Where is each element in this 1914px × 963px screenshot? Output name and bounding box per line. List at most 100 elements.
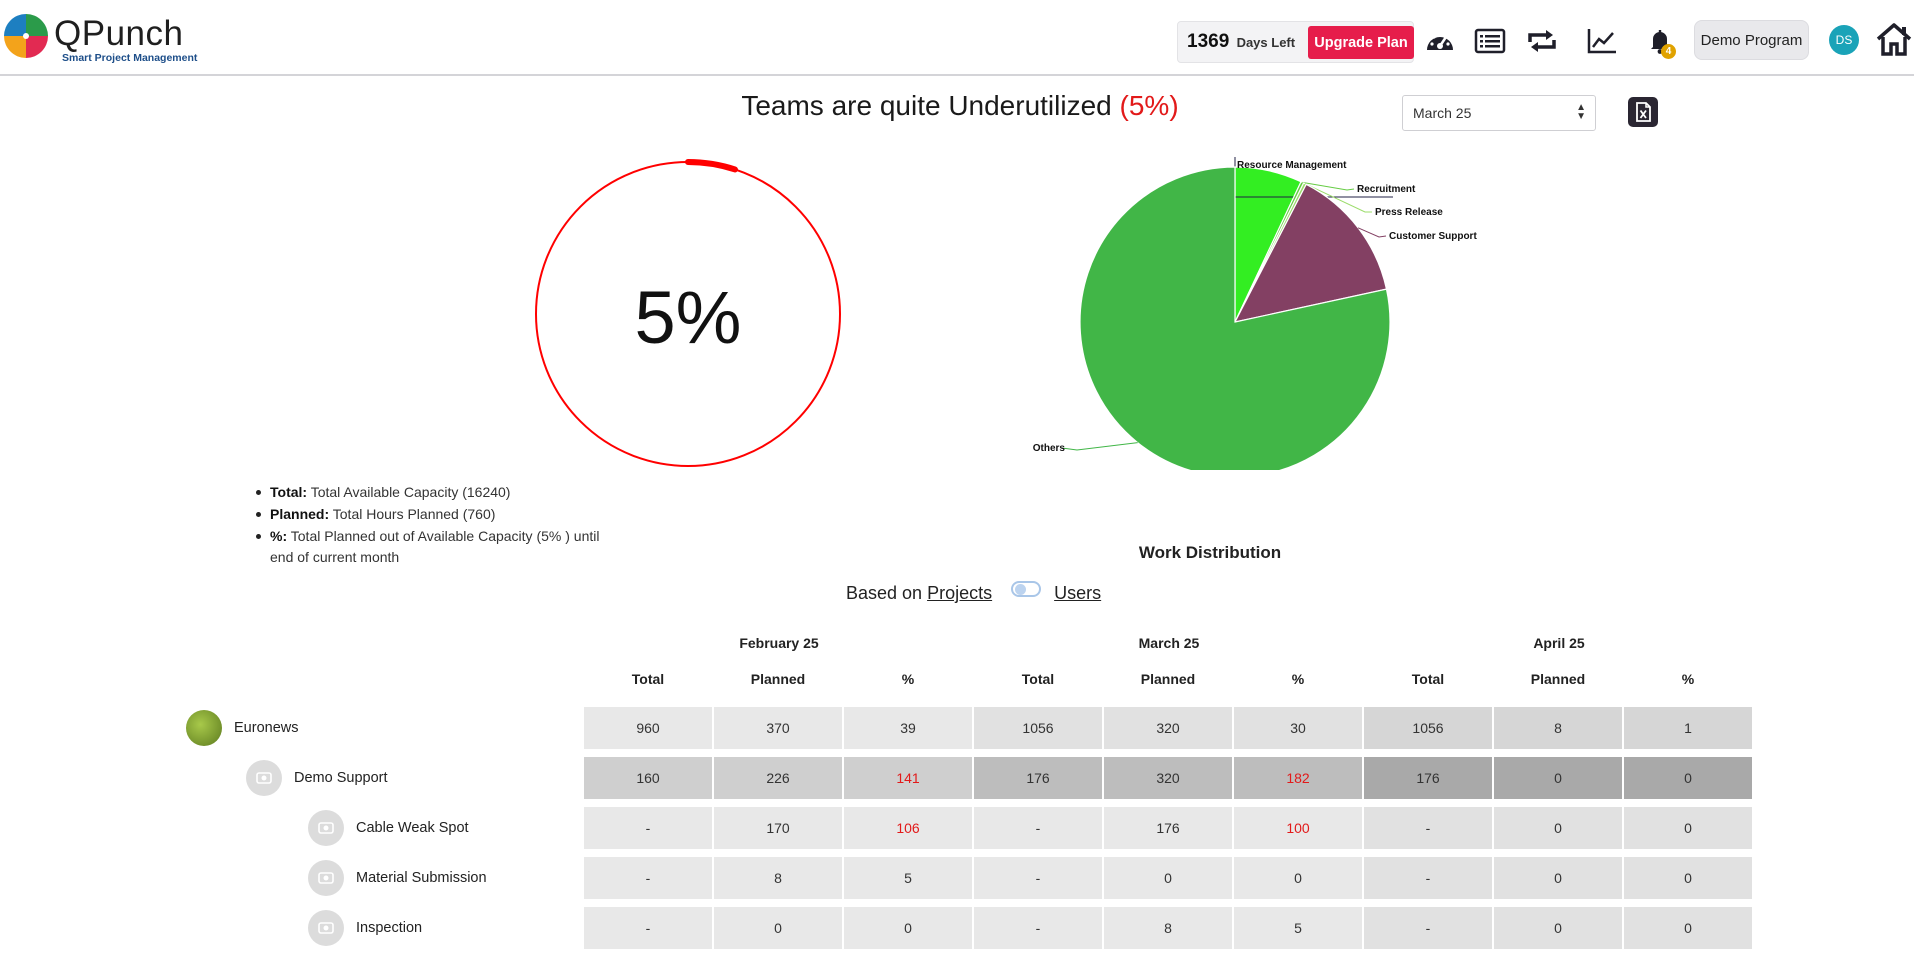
export-excel-button[interactable] <box>1628 97 1658 127</box>
work-distribution-pie-chart: Resource Management Recruitment Press Rele… <box>1033 157 1477 470</box>
dashboard-gauge-icon[interactable] <box>1424 26 1456 56</box>
month-header: April 25 <box>1533 635 1585 651</box>
based-on-toggle: Based on Projects Users <box>846 581 1101 605</box>
home-icon[interactable] <box>1876 22 1912 56</box>
legend-planned: Planned: Total Hours Planned (760) <box>252 504 612 525</box>
program-selector-button[interactable]: Demo Program <box>1694 20 1809 60</box>
pie-slice-others[interactable] <box>1079 166 1391 470</box>
table-cell: 320 <box>1104 707 1232 749</box>
headline-text: Teams are quite Underutilized <box>741 90 1120 121</box>
table-cell: 39 <box>844 707 972 749</box>
table-cell: 1 <box>1624 707 1752 749</box>
table-cell: 0 <box>714 907 842 949</box>
column-header: Planned <box>750 671 806 687</box>
utilization-gauge <box>535 159 841 467</box>
capacity-legend: Total: Total Available Capacity (16240) … <box>252 482 612 569</box>
table-cell: 1056 <box>1364 707 1492 749</box>
list-view-icon[interactable] <box>1474 26 1506 56</box>
legend-percent-text: Total Planned out of Available Capacity … <box>270 528 600 565</box>
top-navigation-bar: QPunch Smart Project Management 1369 Day… <box>0 0 1914 76</box>
table-cell: 0 <box>1494 907 1622 949</box>
legend-percent: %: Total Planned out of Available Capaci… <box>252 526 612 568</box>
table-cell: 30 <box>1234 707 1362 749</box>
table-cell: 176 <box>974 757 1102 799</box>
user-avatar[interactable]: DS <box>1829 25 1859 55</box>
qpunch-logo[interactable]: QPunch Smart Project Management <box>4 14 204 66</box>
table-cell: 320 <box>1104 757 1232 799</box>
notification-count-badge: 4 <box>1661 44 1676 59</box>
table-cell: 0 <box>1234 857 1362 899</box>
table-cell: - <box>584 857 712 899</box>
task-placeholder-icon <box>246 760 282 796</box>
table-cell: 0 <box>1494 857 1622 899</box>
pie-label: Resource Management <box>1237 160 1347 171</box>
month-select-value: March 25 <box>1413 105 1472 121</box>
column-header: % <box>1681 671 1695 687</box>
table-cell: 100 <box>1234 807 1362 849</box>
brand-tagline: Smart Project Management <box>62 52 198 64</box>
legend-total: Total: Total Available Capacity (16240) <box>252 482 612 503</box>
select-arrows-icon: ▲ ▼ <box>1576 102 1586 122</box>
table-cell: - <box>584 807 712 849</box>
table-cell: - <box>584 907 712 949</box>
task-placeholder-icon <box>308 810 344 846</box>
month-header: February 25 <box>739 635 819 651</box>
trial-status: 1369 Days Left Upgrade Plan <box>1177 21 1414 63</box>
pie-leader-line <box>1357 227 1387 238</box>
column-header: Total <box>631 671 665 687</box>
row-label-text: Demo Support <box>294 770 388 786</box>
legend-total-text: Total Available Capacity (16240) <box>310 484 511 500</box>
table-cell: - <box>1364 857 1492 899</box>
pie-label: Others <box>1033 443 1066 454</box>
sync-arrows-icon[interactable] <box>1526 26 1558 56</box>
headline-percent: (5%) <box>1119 90 1179 121</box>
gauge-progress-arc <box>685 159 738 173</box>
table-cell: 0 <box>1104 857 1232 899</box>
pie-chart-title: Work Distribution <box>1138 543 1282 562</box>
table-cell: 170 <box>714 807 842 849</box>
task-placeholder-icon <box>308 910 344 946</box>
table-cell: 8 <box>1104 907 1232 949</box>
table-cell: - <box>974 857 1102 899</box>
table-cell: 370 <box>714 707 842 749</box>
switch-knob <box>1015 584 1027 595</box>
days-left: 1369 Days Left <box>1187 31 1295 53</box>
upgrade-plan-button[interactable]: Upgrade Plan <box>1308 26 1414 59</box>
column-header: % <box>1291 671 1305 687</box>
utilization-headline: Teams are quite Underutilized (5%) <box>640 90 1280 122</box>
month-select[interactable]: March 25 ▲ ▼ <box>1402 95 1596 131</box>
table-cell: 0 <box>1494 807 1622 849</box>
analytics-chart-icon[interactable] <box>1586 26 1618 56</box>
projects-option-link[interactable]: Projects <box>927 583 993 603</box>
legend-planned-key: Planned: <box>270 506 330 522</box>
table-cell: 226 <box>714 757 842 799</box>
table-cell: 0 <box>1624 907 1752 949</box>
table-cell: 0 <box>1624 757 1752 799</box>
project-avatar-icon <box>186 710 222 746</box>
table-cell: 141 <box>844 757 972 799</box>
table-cell: - <box>1364 807 1492 849</box>
projects-users-switch[interactable] <box>1011 581 1042 597</box>
table-cell: 8 <box>714 857 842 899</box>
row-label-text: Cable Weak Spot <box>356 820 469 836</box>
brand-name: QPunch <box>54 14 184 53</box>
pie-leader-line <box>1061 442 1138 451</box>
based-on-label: Based on <box>846 583 923 603</box>
users-option-link[interactable]: Users <box>1054 583 1102 603</box>
column-header: Planned <box>1140 671 1196 687</box>
table-cell: - <box>974 907 1102 949</box>
task-placeholder-icon <box>308 860 344 896</box>
days-left-value: 1369 <box>1187 31 1230 52</box>
row-label-text: Material Submission <box>356 870 487 886</box>
table-cell: 8 <box>1494 707 1622 749</box>
row-label-text: Euronews <box>234 720 299 736</box>
table-cell: 160 <box>584 757 712 799</box>
table-cell: 0 <box>1624 807 1752 849</box>
table-cell: 0 <box>1494 757 1622 799</box>
table-cell: 106 <box>844 807 972 849</box>
table-cell: 1056 <box>974 707 1102 749</box>
table-cell: 5 <box>844 857 972 899</box>
table-cell: 182 <box>1234 757 1362 799</box>
column-header: Planned <box>1530 671 1586 687</box>
pie-leader-line <box>1302 181 1355 191</box>
